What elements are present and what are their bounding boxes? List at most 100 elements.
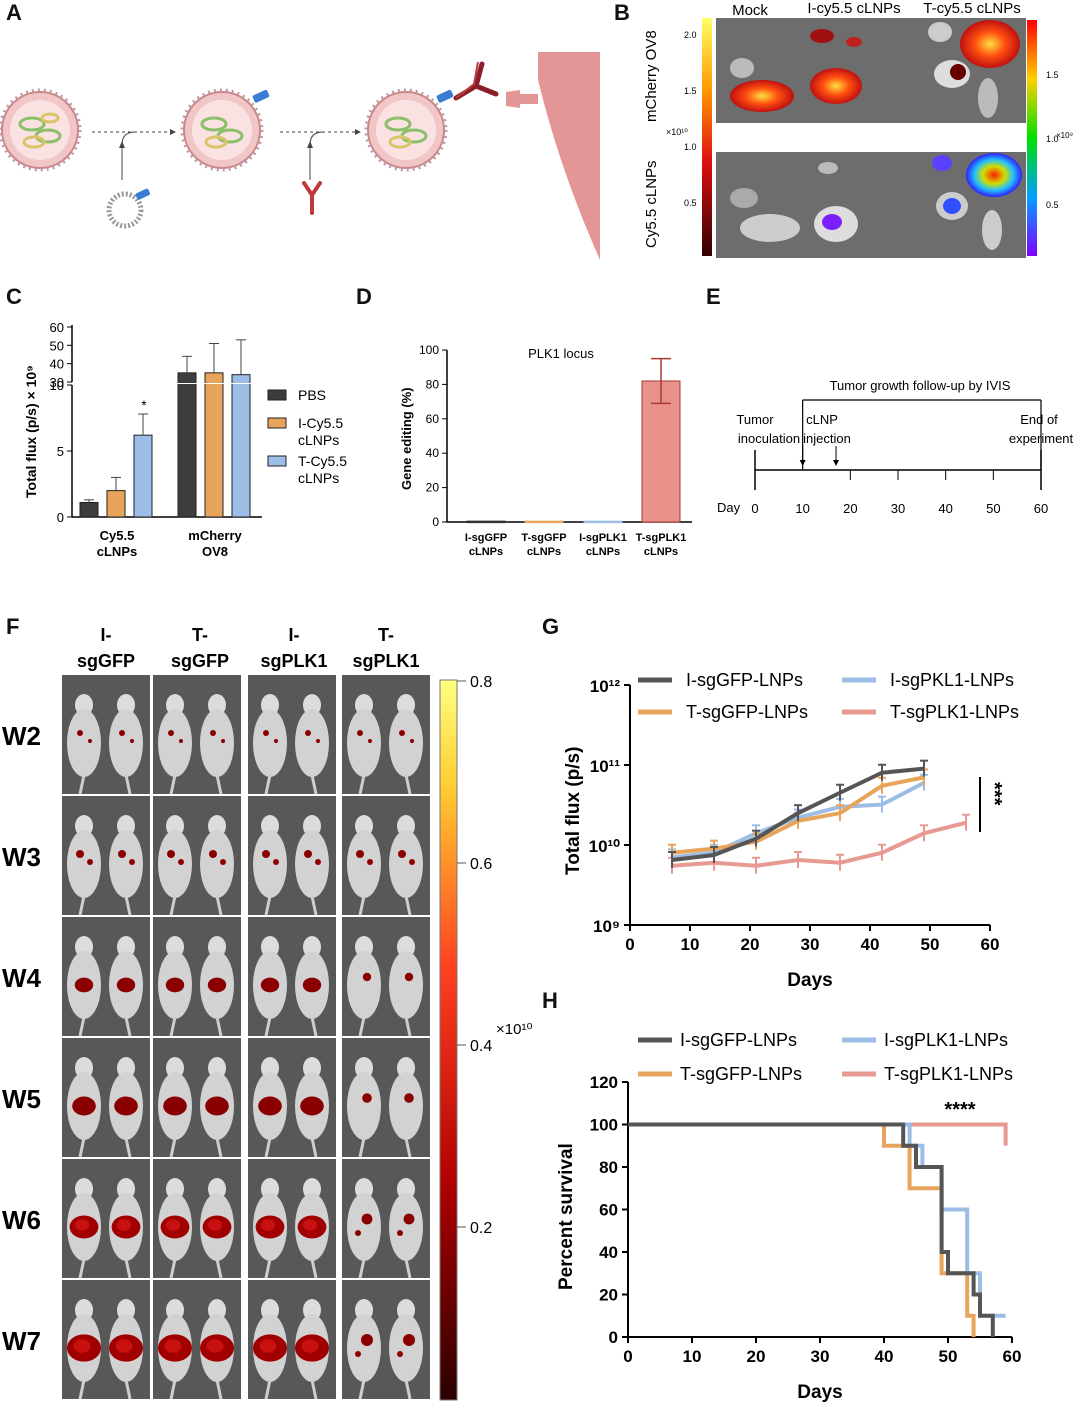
mouse-tail xyxy=(264,1379,272,1400)
panel-d-chart: 0 20 40 60 80 100 Gene editing (%) PLK1 locus I-… xyxy=(399,343,692,558)
mouse-tail xyxy=(264,1137,272,1158)
legend-label: T-sgGFP-LNPs xyxy=(686,702,808,722)
timeline-tick-label: 20 xyxy=(843,501,857,516)
category-label: cLNPs xyxy=(644,546,678,558)
tumor-signal xyxy=(76,850,84,858)
tumor-signal xyxy=(355,1351,361,1357)
column-label: sgPLK1 xyxy=(352,651,419,671)
axis-label: Day xyxy=(717,500,741,515)
mouse-tail xyxy=(78,774,86,795)
legend-label: cLNPs xyxy=(298,470,339,486)
category-label: I-sgPLK1 xyxy=(579,532,627,544)
bar xyxy=(641,380,681,523)
tumor-signal xyxy=(179,739,183,743)
mouse-body xyxy=(109,830,143,898)
right-scale-tick: 1.5 xyxy=(1046,70,1059,80)
significance-label: * xyxy=(141,397,147,413)
bar xyxy=(466,520,506,524)
panel-f-imaging: I-sgGFP T-sgGFP I-sgPLK1 T-sgPLK1 W2 W3 W4 W5 W6… xyxy=(2,625,532,1401)
y-tick-label: 10¹⁰ xyxy=(589,837,621,856)
mouse-tail xyxy=(78,895,86,916)
left-scale-tick: 0.5 xyxy=(684,198,697,208)
tumor-signal xyxy=(357,730,363,736)
mouse-tail xyxy=(310,774,318,795)
y-axis-title: Total flux (p/s) xyxy=(563,747,584,875)
mouse-body xyxy=(347,830,381,898)
timeline-tick-label: 60 xyxy=(1034,501,1048,516)
y-tick-label: 20 xyxy=(599,1286,618,1305)
category-label: cLNPs xyxy=(586,546,620,558)
right-scale-tick: 0.5 xyxy=(1046,200,1059,210)
row-label: W4 xyxy=(2,963,42,993)
mouse-tail xyxy=(358,774,366,795)
mouse-tail xyxy=(310,1379,318,1400)
mouse-tail xyxy=(169,1258,177,1279)
y-tick-label: 30 xyxy=(50,375,64,390)
category-label: cLNPs xyxy=(527,546,561,558)
row-label: W6 xyxy=(2,1205,41,1235)
left-scale-unit: ×10¹⁰ xyxy=(666,127,688,137)
tumor-signal xyxy=(367,859,373,865)
panel-e-timeline: Tumor growth follow-up by IVIS Tumor inocu… xyxy=(717,378,1074,516)
tumor-signal xyxy=(397,1230,403,1236)
mouse-tail xyxy=(169,1016,177,1037)
timeline-tick-label: 0 xyxy=(751,501,758,516)
mouse-tail xyxy=(264,1258,272,1279)
category-label: T-sgPLK1 xyxy=(636,532,687,544)
tumor-signal xyxy=(399,730,405,736)
mouse-body xyxy=(67,709,101,777)
x-tick-label: 0 xyxy=(625,935,634,954)
mouse-tail xyxy=(124,895,132,916)
mouse-body xyxy=(347,951,381,1019)
mouse-tail xyxy=(404,895,412,916)
mouse-tail xyxy=(264,774,272,795)
y-axis-title: Percent survival xyxy=(556,1143,577,1290)
x-tick-label: 60 xyxy=(981,935,1000,954)
panel-c-label: C xyxy=(6,284,22,309)
y-tick-label: 5 xyxy=(57,444,64,459)
tumor-signal xyxy=(207,977,227,993)
mouse-body xyxy=(347,1072,381,1140)
y-tick-label: 10¹² xyxy=(590,677,621,696)
y-tick-label: 20 xyxy=(426,481,440,495)
x-tick-label: 50 xyxy=(921,935,940,954)
mouse-body xyxy=(347,1193,381,1261)
bar xyxy=(583,520,623,524)
mouse-tail xyxy=(358,1379,366,1400)
panel-b-figure: 2.0 1.5 1.0 0.5 ×10¹⁰ 1.5 1.0 ×10⁹ 0.5 M… xyxy=(643,0,1073,258)
mouse-body xyxy=(389,1072,423,1140)
y-tick-label: 60 xyxy=(599,1201,618,1220)
mouse-body xyxy=(200,709,234,777)
column-label: I- xyxy=(289,625,300,645)
right-scale-unit: ×10⁹ xyxy=(1056,131,1073,140)
tumor-signal xyxy=(362,972,372,982)
mouse-body xyxy=(158,709,192,777)
mouse-tail xyxy=(169,895,177,916)
tumor-signal xyxy=(116,977,136,993)
bar xyxy=(177,372,197,518)
column-label: sgGFP xyxy=(171,651,229,671)
timeline-tick-label: 30 xyxy=(891,501,905,516)
row-label: Cy5.5 cLNPs xyxy=(643,160,660,248)
mouse-body xyxy=(389,951,423,1019)
tumor-signal-core xyxy=(73,1339,91,1353)
mouse-body xyxy=(109,709,143,777)
tumor-signal xyxy=(305,730,311,736)
mouse-tail xyxy=(215,1016,223,1037)
mouse-body xyxy=(295,709,329,777)
scale-tick-label: 0.4 xyxy=(470,1038,492,1055)
tumor-signal-core xyxy=(259,1339,277,1353)
mouse-tail xyxy=(215,1379,223,1400)
mouse-body xyxy=(295,830,329,898)
chart-title: PLK1 locus xyxy=(528,346,594,361)
tumor-signal xyxy=(221,739,225,743)
mouse-tail xyxy=(404,1137,412,1158)
legend-label: T-sgGFP-LNPs xyxy=(680,1064,802,1084)
tumor-signal xyxy=(273,859,279,865)
survival-curve xyxy=(628,1122,1008,1146)
survival-curve xyxy=(628,1122,995,1337)
mouse-tail xyxy=(124,774,132,795)
mouse-tail xyxy=(310,1016,318,1037)
tumor-signal-core xyxy=(302,1219,318,1231)
row-label: mCherry OV8 xyxy=(643,30,660,122)
